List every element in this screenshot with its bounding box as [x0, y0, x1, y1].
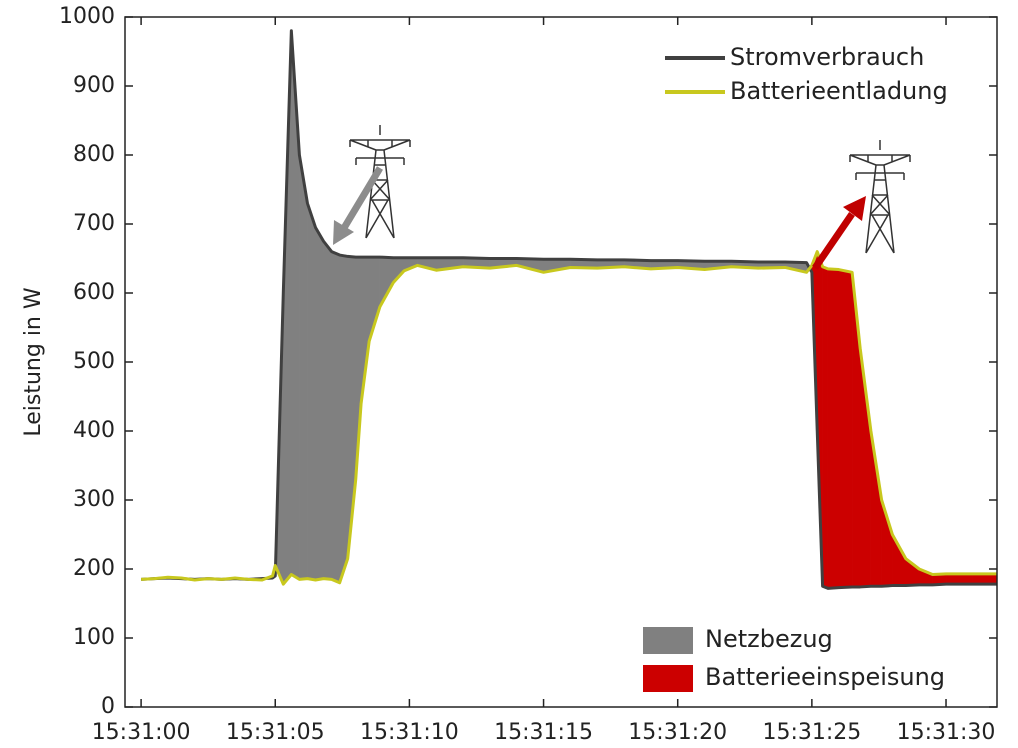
series-line — [141, 250, 997, 586]
y-tick-label: 800 — [73, 142, 115, 167]
y-tick-label: 1000 — [59, 4, 115, 29]
y-axis-label: Leistung in W — [21, 287, 46, 436]
y-tick-label: 0 — [101, 694, 115, 719]
legend-label: Batterieentladung — [730, 77, 948, 105]
area-fill — [315, 226, 324, 581]
legend-swatch — [643, 665, 693, 692]
pylon-icon — [849, 140, 911, 254]
x-tick-label: 15:31:25 — [762, 720, 861, 745]
legend-label: Netzbezug — [705, 625, 833, 653]
area-fill — [323, 240, 332, 580]
x-tick-label: 15:31:30 — [897, 720, 996, 745]
y-tick-label: 900 — [73, 73, 115, 98]
plot-frame — [124, 16, 998, 708]
x-tick-label: 15:31:10 — [360, 720, 459, 745]
area-fill — [379, 256, 394, 308]
area-fill — [299, 154, 308, 580]
y-tick-label: 200 — [73, 556, 115, 581]
y-tick-label: 500 — [73, 349, 115, 374]
plot-layer — [141, 29, 998, 590]
x-tick-label: 15:31:05 — [226, 720, 325, 745]
area-fill — [892, 533, 907, 586]
arrow — [812, 196, 866, 270]
x-tick-label: 15:31:15 — [494, 720, 593, 745]
area-fill — [827, 268, 839, 589]
pylon-icon — [349, 125, 411, 239]
y-tick-label: 300 — [73, 487, 115, 512]
legend-label: Batterieeinspeisung — [705, 663, 945, 691]
x-tick-label: 15:31:20 — [628, 720, 727, 745]
area-fill — [870, 430, 882, 587]
y-tick-label: 400 — [73, 418, 115, 443]
y-tick-label: 700 — [73, 211, 115, 236]
y-tick-label: 100 — [73, 625, 115, 650]
legend-label: Stromverbrauch — [730, 43, 924, 71]
arrow — [333, 166, 384, 245]
legend-swatch — [643, 627, 693, 654]
area-fill — [822, 266, 829, 589]
area-fill — [838, 269, 853, 588]
area-fill — [972, 573, 998, 585]
area-fill — [331, 251, 340, 584]
area-fill — [339, 254, 348, 583]
x-tick-label: 15:31:00 — [92, 720, 191, 745]
area-fill — [945, 573, 974, 585]
area-fill — [307, 203, 316, 581]
y-tick-label: 600 — [73, 280, 115, 305]
